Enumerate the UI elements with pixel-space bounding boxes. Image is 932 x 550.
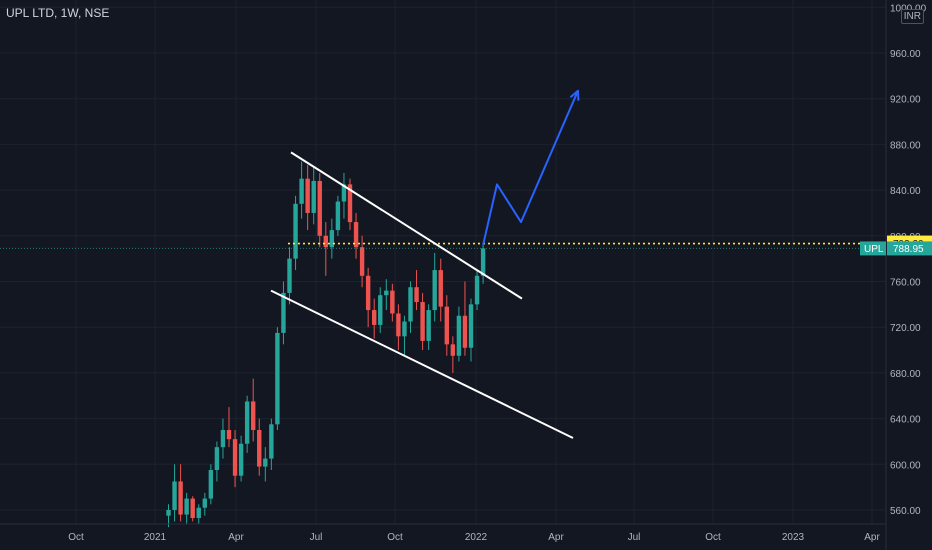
price-tick-label: 840.00: [890, 186, 921, 197]
currency-badge[interactable]: INR: [900, 9, 924, 24]
candle-body: [323, 235, 328, 248]
current-price-tag: [887, 241, 932, 256]
candle-body: [305, 178, 310, 213]
candle-body: [220, 430, 226, 448]
candle-body: [226, 430, 232, 440]
time-tick-label: 2023: [782, 532, 805, 543]
candle-body: [244, 401, 250, 444]
candle-body: [281, 292, 286, 333]
candle-body: [384, 290, 389, 296]
candle-body: [214, 447, 220, 471]
candle-body: [402, 321, 407, 337]
candle-body: [468, 304, 474, 348]
candle-body: [420, 302, 425, 341]
candle-body: [263, 458, 268, 467]
candle-body: [317, 180, 322, 236]
upper-trendline: [290, 151, 523, 300]
candle-body: [269, 424, 274, 459]
price-tick-label: 960.00: [890, 49, 921, 60]
candle-body: [432, 270, 437, 311]
candle-body: [208, 470, 214, 499]
candle-body: [202, 498, 207, 508]
time-axis[interactable]: Oct 2021 Apr Jul Oct 2022 Apr Jul Oct 2023 Apr: [0, 523, 886, 543]
time-tick-label: Oct: [705, 532, 721, 543]
time-tick-label: Apr: [548, 532, 564, 543]
time-tick-label: Apr: [228, 532, 244, 543]
candle-body: [390, 290, 395, 314]
candle-body: [238, 443, 244, 476]
candle-body: [184, 498, 189, 515]
price-tick-label: 640.00: [890, 415, 921, 426]
candle-body: [257, 430, 262, 467]
candle-body: [166, 510, 171, 516]
price-tick-label: 560.00: [890, 506, 921, 517]
time-tick-label: Oct: [387, 532, 403, 543]
candle-body: [365, 275, 371, 311]
symbol-title[interactable]: UPL LTD, 1W, NSE: [6, 6, 110, 20]
candle-body: [372, 310, 377, 325]
candle-body: [287, 258, 292, 293]
candle-body: [172, 481, 177, 510]
candle-body: [293, 203, 298, 259]
candle-body: [456, 315, 462, 356]
candle-body: [444, 306, 449, 345]
candle-body: [462, 315, 468, 348]
candle-body: [359, 247, 365, 276]
candle-body: [474, 275, 480, 305]
candle-body: [426, 310, 431, 341]
candle-body: [450, 344, 456, 356]
price-tick-label: 680.00: [890, 369, 921, 380]
symbol-tag: [860, 241, 886, 256]
time-tick-label: Jul: [628, 532, 641, 543]
price-tick-label: 760.00: [890, 278, 921, 289]
candle-body: [347, 184, 353, 223]
candle-body: [329, 230, 335, 248]
price-tick-label: 600.00: [890, 460, 921, 471]
price-tick-label: 880.00: [890, 140, 921, 151]
current-price-value: 788.95: [893, 244, 924, 255]
candle-body: [251, 401, 256, 431]
candle-body: [341, 184, 347, 202]
price-tick-label: 720.00: [890, 323, 921, 334]
candle-body: [196, 507, 201, 518]
candle-body: [396, 313, 401, 337]
time-tick-label: Oct: [68, 532, 84, 543]
time-tick-label: Jul: [310, 532, 323, 543]
price-axis[interactable]: 560.00600.00640.00680.00720.00760.00800.…: [860, 0, 932, 550]
candlestick-series: [166, 161, 486, 528]
projection-path: [482, 90, 579, 246]
candle-body: [311, 180, 316, 213]
price-tick-label: 920.00: [890, 95, 921, 106]
candle-body: [275, 332, 280, 425]
projection-arrow-head: [569, 89, 580, 101]
candle-body: [178, 481, 183, 515]
candle-body: [378, 295, 383, 325]
symbol-tag-label: UPL: [864, 244, 884, 255]
candle-body: [438, 270, 443, 307]
time-tick-label: Apr: [864, 532, 880, 543]
candle-body: [190, 498, 195, 518]
candle-body: [408, 287, 413, 322]
candle-body: [232, 439, 238, 476]
lower-trendline: [270, 289, 574, 439]
candle-body: [480, 248, 486, 276]
grid-lines: [0, 0, 886, 524]
time-tick-label: 2022: [465, 532, 488, 543]
candle-body: [414, 287, 419, 303]
candle-body: [335, 201, 341, 231]
drawing-tools[interactable]: [0, 89, 886, 439]
candle-body: [353, 222, 359, 248]
time-tick-label: 2021: [144, 532, 167, 543]
candle-body: [299, 178, 304, 204]
price-tick-label: 1000.00: [890, 3, 927, 14]
